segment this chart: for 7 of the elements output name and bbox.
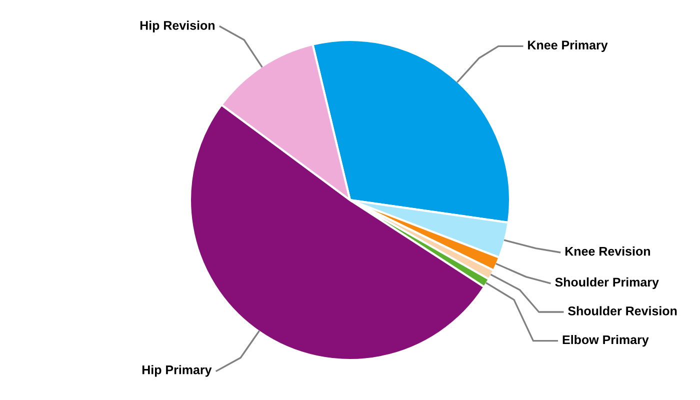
slice-label: Hip Revision (140, 20, 215, 32)
slice-label: Knee Primary (528, 40, 608, 52)
slice-label: Shoulder Revision (568, 306, 677, 316)
slice-label: Shoulder Primary (555, 277, 659, 290)
slice-label: Elbow Primary (562, 334, 649, 347)
slice-label: Hip Primary (142, 365, 212, 377)
slice-label: Knee Revision (565, 246, 650, 256)
